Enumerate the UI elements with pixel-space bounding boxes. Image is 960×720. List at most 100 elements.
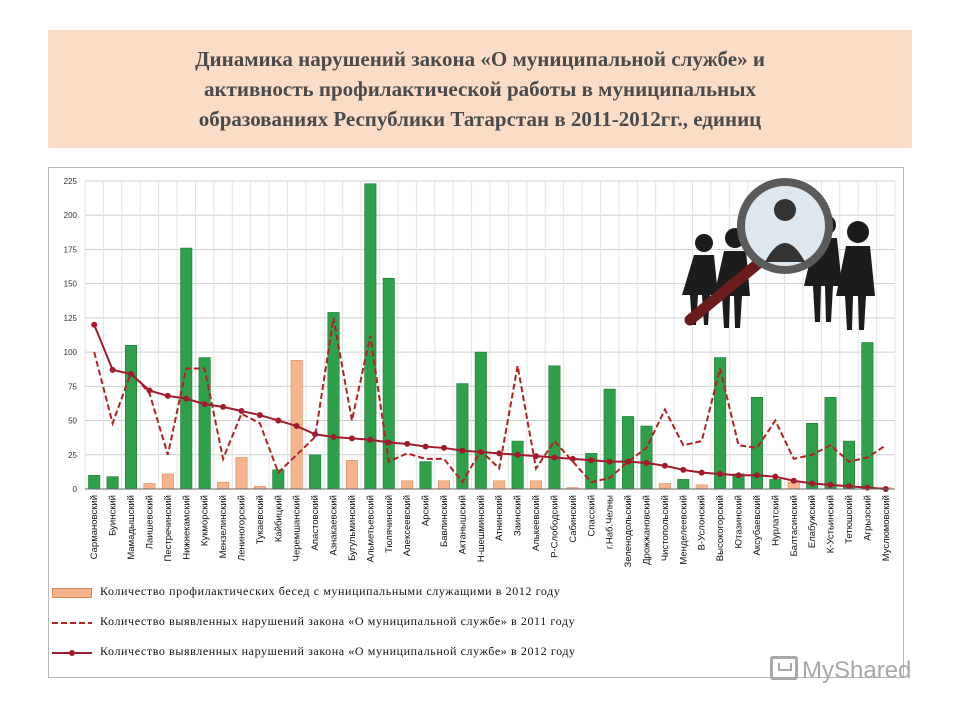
data-point-2012 [698,469,705,476]
y-tick-label: 0 [73,485,78,494]
x-tick-label: Нижнекамский [181,495,192,560]
y-tick-label: 75 [68,382,77,391]
x-tick-label: Азнакаевский [329,495,340,556]
data-point-2012 [477,449,484,456]
magnifier-icon [684,178,833,326]
x-tick-label: Аксубаевский [752,495,763,555]
person-silhouette [836,221,875,330]
data-point-2012 [275,417,282,424]
x-tick-label: Кукморский [200,495,211,546]
x-tick-label: Пестречинский [163,495,174,562]
title-line-2: активность профилактической работы в мун… [203,77,757,101]
legend-label: Количество выявленных нарушений закона «… [100,644,576,658]
data-point-2012 [164,392,171,399]
data-point-2012 [422,443,429,450]
x-tick-label: Р-Слободский [549,495,560,558]
x-tick-label: Арский [421,495,432,526]
x-tick-label: Ютазинский [734,495,745,548]
data-point-2012 [404,440,411,447]
series-line-2011 [93,317,887,484]
x-tick-label: Спасский [586,495,597,537]
data-point-2012 [459,447,466,454]
y-tick-label: 100 [64,348,78,357]
y-tick-label: 225 [64,177,78,186]
legend-swatch-line-marker [52,650,92,656]
data-point-2012 [440,444,447,451]
data-point-2012 [845,483,852,490]
data-point-2012 [753,472,760,479]
data-point-2012 [809,480,816,487]
data-point-2012 [238,407,245,414]
data-point-2012 [220,403,227,410]
x-tick-label: Заинский [513,495,524,536]
watermark-text: MyShared [802,657,912,684]
presentation-icon [770,656,798,680]
y-tick-label: 50 [68,417,77,426]
page-title: Динамика нарушений закона «О муниципальн… [48,30,912,134]
x-tick-label: Зеленодольский [623,495,634,567]
data-point-2012 [643,459,650,466]
data-point-2012 [551,454,558,461]
title-line-1: Динамика нарушений закона «О муниципальн… [195,47,765,71]
x-tick-label: Мамадышский [126,495,137,560]
x-tick-label: Тукаевский [255,495,266,544]
x-tick-label: Алькеевский [531,495,542,551]
legend-label: Количество профилактических бесед с муни… [100,584,561,598]
data-point-2012 [569,455,576,462]
legend-item-violations-2012: Количество выявленных нарушений закона «… [48,644,608,674]
watermark: MyShared [770,656,911,685]
x-tick-label: Лаишевский [144,495,155,549]
title-banner: Динамика нарушений закона «О муниципальн… [48,30,912,148]
x-tick-label: Бавлинский [439,495,450,547]
data-point-2012 [514,451,521,458]
data-point-2012 [109,366,116,373]
y-tick-label: 150 [64,280,78,289]
x-tick-label: Лениногорский [236,495,247,561]
x-tick-label: Атнинский [494,495,505,541]
title-line-3: образованиях Республики Татарстан в 2011… [198,107,762,131]
x-tick-label: Тюлячинский [384,495,395,553]
chart: 0 25 50 75 100 125 150 175 200 225 Сармановский Буи… [64,177,896,567]
data-point-2012 [128,371,135,378]
data-point-2012 [348,435,355,442]
data-point-2012 [496,450,503,457]
x-tick-label: Мензелинский [218,495,229,558]
data-point-2012 [661,462,668,469]
data-point-2012 [588,457,595,464]
data-point-2012 [201,401,208,408]
y-tick-label: 175 [64,245,78,254]
x-tick-label: Тетюшский [844,495,855,544]
x-tick-label: Нурлатский [770,495,781,546]
x-tick-label: Алексеевский [402,495,413,556]
data-point-2012 [717,470,724,477]
x-tick-label: Актанышский [457,495,468,554]
x-tick-label: Бугульминский [347,495,358,561]
x-tick-label: Елабужский [807,495,818,548]
legend-item-talks-2012: Количество профилактических бесед с муни… [48,584,608,614]
legend-swatch-dashed [52,622,92,624]
data-point-2012 [680,466,687,473]
x-tick-label: Балтасинский [789,495,800,556]
x-tick-label: Агрызский [862,495,873,541]
x-tick-label: Апастовский [310,495,321,551]
data-point-2012 [533,453,540,460]
data-point-2012 [606,458,613,465]
data-point-2012 [385,439,392,446]
series-line-2012 [93,324,886,490]
x-tick-label: Сабинский [568,495,579,543]
x-tick-label: Буинский [108,495,119,536]
data-point-2012 [735,472,742,479]
x-tick-label: В-Услонский [697,495,708,550]
chart-frame: 0 25 50 75 100 125 150 175 200 225 Сармановский Буи… [48,167,904,678]
chart-legend: Количество профилактических бесед с муни… [48,584,608,674]
data-point-2012 [827,481,834,488]
x-tick-label: Менделеевский [678,495,689,565]
data-point-2012 [183,395,190,402]
data-point-2012 [256,412,263,419]
data-point-2012 [790,477,797,484]
legend-swatch-orange [52,588,92,598]
data-point-2012 [330,433,337,440]
data-point-2012 [312,431,319,438]
y-tick-label: 200 [64,211,78,220]
